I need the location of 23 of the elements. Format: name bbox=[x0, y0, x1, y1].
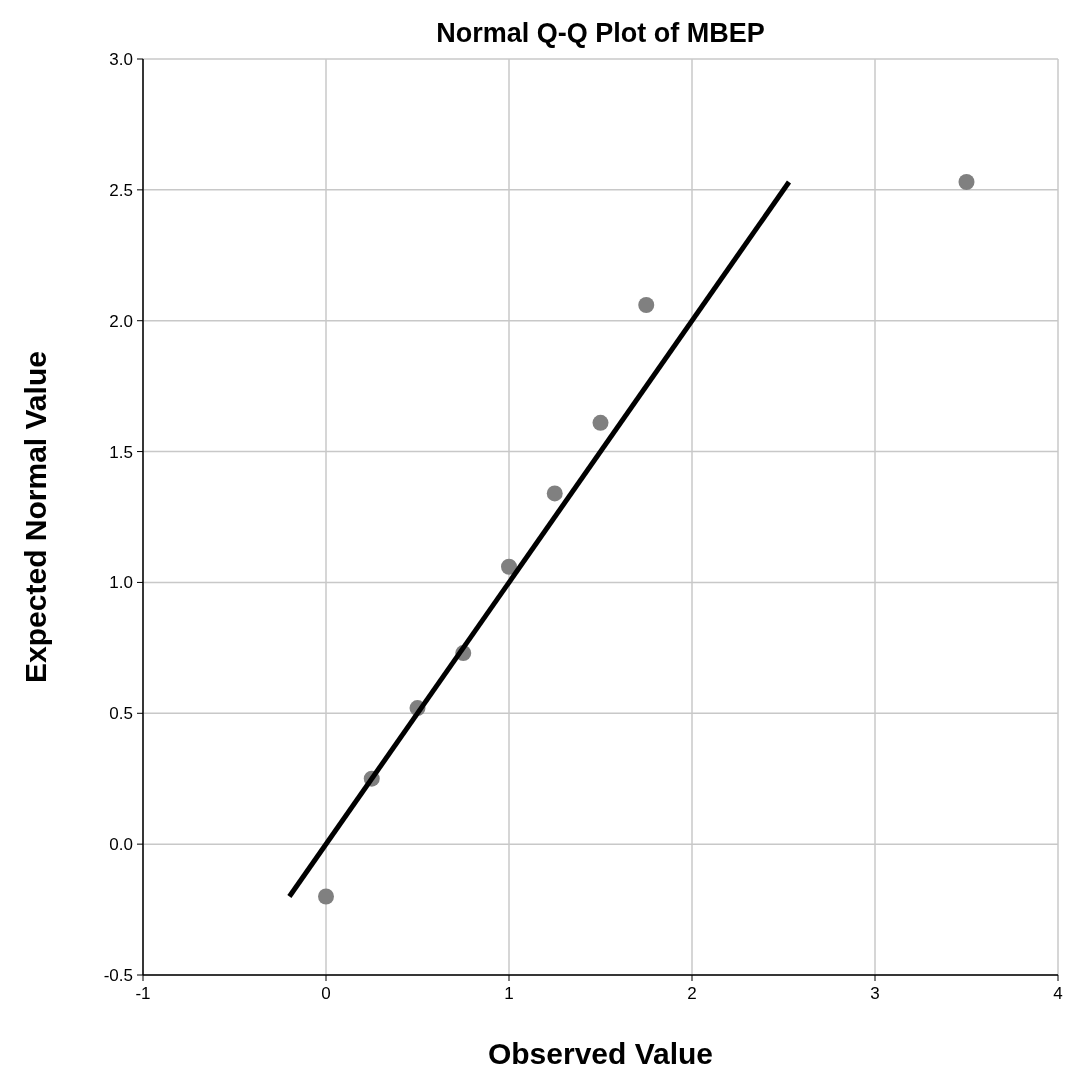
point bbox=[318, 888, 334, 905]
y-tick-label: 2.5 bbox=[109, 180, 133, 200]
chart-title: Normal Q-Q Plot of MBEP bbox=[436, 18, 765, 48]
point bbox=[501, 558, 517, 575]
point bbox=[546, 485, 563, 502]
y-tick-label: 0.0 bbox=[109, 835, 133, 855]
x-tick-label: 0 bbox=[321, 984, 331, 1003]
y-tick-label: 3.0 bbox=[109, 50, 133, 69]
y-tick-label: 0.5 bbox=[109, 704, 133, 724]
point bbox=[592, 414, 609, 431]
x-axis-title: Observed Value bbox=[487, 1037, 714, 1070]
x-tick-label: -1 bbox=[135, 984, 151, 1003]
point bbox=[958, 174, 975, 191]
x-tick-label: 4 bbox=[1053, 984, 1063, 1003]
y-tick-label: 1.0 bbox=[109, 573, 133, 593]
y-tick-label: 2.0 bbox=[109, 311, 133, 331]
x-tick-label: 2 bbox=[687, 984, 697, 1003]
y-tick-label: -0.5 bbox=[103, 966, 133, 985]
y-axis-title: Expected Normal Value bbox=[19, 351, 52, 683]
x-tick-label: 1 bbox=[504, 984, 514, 1003]
y-tick-label: 1.5 bbox=[109, 442, 133, 462]
point bbox=[638, 297, 655, 314]
x-tick-label: 3 bbox=[870, 984, 880, 1003]
